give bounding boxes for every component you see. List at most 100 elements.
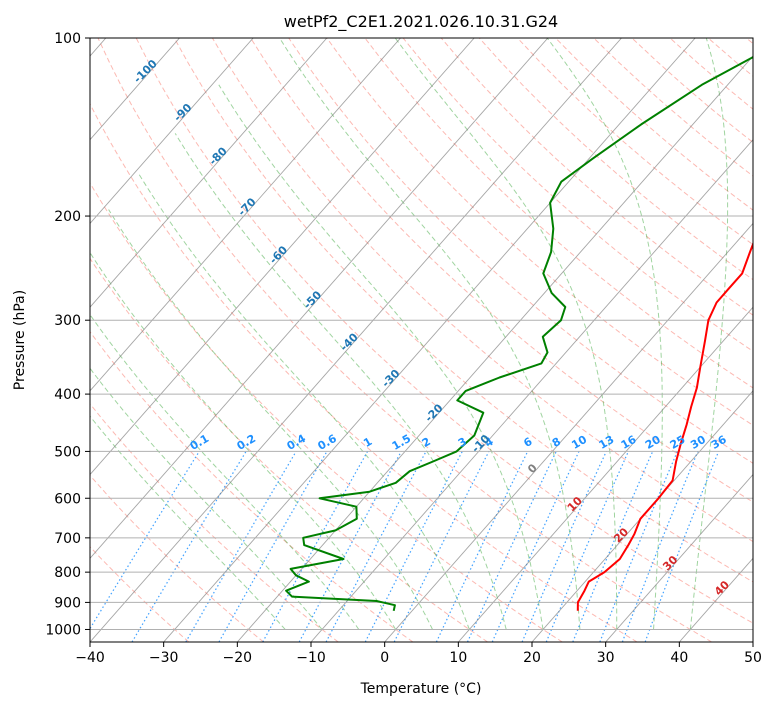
mixing-ratio-label: 13: [597, 433, 617, 452]
isotherm-line: [310, 139, 753, 642]
moist-adiabat-line: [218, 84, 544, 630]
isotherm-line: [90, 38, 328, 308]
x-tick-label: −40: [75, 650, 105, 666]
y-tick-label: 200: [54, 209, 81, 225]
isotherm-line: [90, 38, 180, 141]
pressure-grid: [90, 38, 753, 630]
y-tick-label: 500: [54, 444, 81, 460]
mixing-ratio-label: 1.5: [390, 432, 413, 453]
mixing-ratio-label: 30: [688, 433, 708, 452]
dry-adiabat-line: [90, 403, 339, 642]
x-tick-label: 10: [449, 650, 467, 666]
moist-adiabat-line: [546, 38, 663, 630]
mixing-ratio-line: [599, 451, 678, 642]
dry-adiabat-line: [326, 38, 753, 426]
mixing-ratio-label: 20: [643, 433, 663, 452]
y-tick-label: 300: [54, 313, 81, 329]
isotherm-line: [90, 38, 254, 225]
mixing-ratio-line: [491, 451, 580, 642]
dry-adiabat-line: [555, 38, 753, 211]
mixing-ratio-line: [644, 451, 720, 642]
isotherm-line: [163, 38, 696, 642]
dry-adiabat-line: [288, 38, 753, 464]
mixing-ratio-line: [521, 451, 607, 642]
y-tick-label: 700: [54, 531, 81, 547]
isotherm-line: [531, 390, 753, 642]
y-tick-label: 800: [54, 565, 81, 581]
mixing-ratio-label: 0.1: [188, 432, 211, 453]
isotherm-line: [90, 38, 622, 642]
y-tick-label: 100: [54, 31, 81, 47]
y-tick-label: 900: [54, 595, 81, 611]
dry-adiabat-line: [593, 38, 753, 177]
mixing-ratio-line: [545, 451, 629, 642]
mixing-ratio-label: 25: [668, 433, 688, 452]
dry-adiabat-line: [440, 38, 753, 316]
mixing-ratio-label: 0.2: [235, 432, 258, 453]
moist-adiabat-line: [90, 313, 360, 630]
isotherm-label: -70: [235, 195, 258, 218]
isotherm-label: -90: [171, 101, 194, 124]
x-tick-label: −10: [296, 650, 326, 666]
mixing-ratio-line: [262, 451, 369, 642]
temperature-profile-line: [576, 241, 753, 611]
moist-adiabat-line: [689, 38, 729, 630]
dry-adiabat-line: [90, 257, 488, 642]
isotherm-label: -60: [267, 243, 290, 266]
dry-adiabat-line: [478, 38, 753, 281]
dry-adiabat-line: [250, 38, 753, 503]
moist-adiabat-line: [138, 174, 470, 630]
isotherm-label: 40: [712, 578, 732, 598]
axes: −40 −30 −20 −10 0 10 20 30 40 5010020030040050060…: [45, 31, 762, 666]
mixing-ratio-line: [298, 451, 402, 642]
mixing-ratio-line: [90, 451, 200, 630]
isotherm-line: [752, 641, 753, 642]
isotherm-line: [236, 55, 753, 642]
x-tick-label: −30: [149, 650, 179, 666]
dry-adiabat-line: [173, 38, 753, 583]
dry-adiabat-line: [90, 546, 190, 642]
moist-adiabat-line: [90, 415, 286, 630]
isotherm-label: -20: [422, 401, 445, 424]
x-tick-label: 0: [380, 650, 389, 666]
dry-adiabat-line: [364, 38, 753, 389]
mixing-ratio-line: [325, 451, 427, 642]
plot-frame: [89, 37, 754, 643]
isotherm-line: [384, 222, 753, 642]
mixing-ratio-line: [435, 451, 529, 642]
y-tick-label: 1000: [45, 622, 81, 638]
dry-adiabat-line: [90, 181, 563, 642]
skewt-background: [90, 38, 753, 642]
mixing-ratio-label: 10: [569, 433, 589, 452]
mixing-ratio-line: [185, 451, 297, 642]
mixing-ratio-line: [572, 451, 654, 642]
isotherm-line: [90, 38, 549, 559]
x-tick-label: 50: [744, 650, 762, 666]
x-axis-title: Temperature (°C): [360, 681, 482, 697]
y-axis-title: Pressure (hPa): [12, 290, 28, 390]
isotherm-label: -100: [131, 57, 160, 86]
y-tick-label: 600: [54, 491, 81, 507]
dewpoint-profile-line: [285, 55, 753, 612]
chart-title: wetPf2_C2E1.2021.026.10.31.G24: [284, 12, 558, 32]
mixing-ratio-label: 36: [709, 433, 729, 452]
x-tick-label: 30: [597, 650, 615, 666]
dry-adiabat-line: [211, 38, 753, 543]
y-tick-label: 400: [54, 387, 81, 403]
x-tick-label: 40: [670, 650, 688, 666]
isotherm-label: 30: [660, 553, 680, 573]
x-tick-label: 20: [523, 650, 541, 666]
isotherm-line: [605, 473, 753, 642]
mixing-ratio-label: 0.6: [315, 432, 339, 453]
moist-adiabat-line: [394, 38, 618, 630]
moist-adiabat-line: [90, 251, 397, 630]
isotherm-line: [90, 38, 401, 392]
isotherm-line: [90, 38, 475, 476]
mixing-ratio-line: [218, 451, 328, 642]
dry-adiabat-line: [90, 474, 264, 642]
dry-adiabat-line: [707, 38, 753, 77]
mixing-ratio-label: 16: [619, 433, 639, 452]
isotherm-line: [457, 306, 753, 642]
dry-adiabat-line: [97, 38, 712, 642]
